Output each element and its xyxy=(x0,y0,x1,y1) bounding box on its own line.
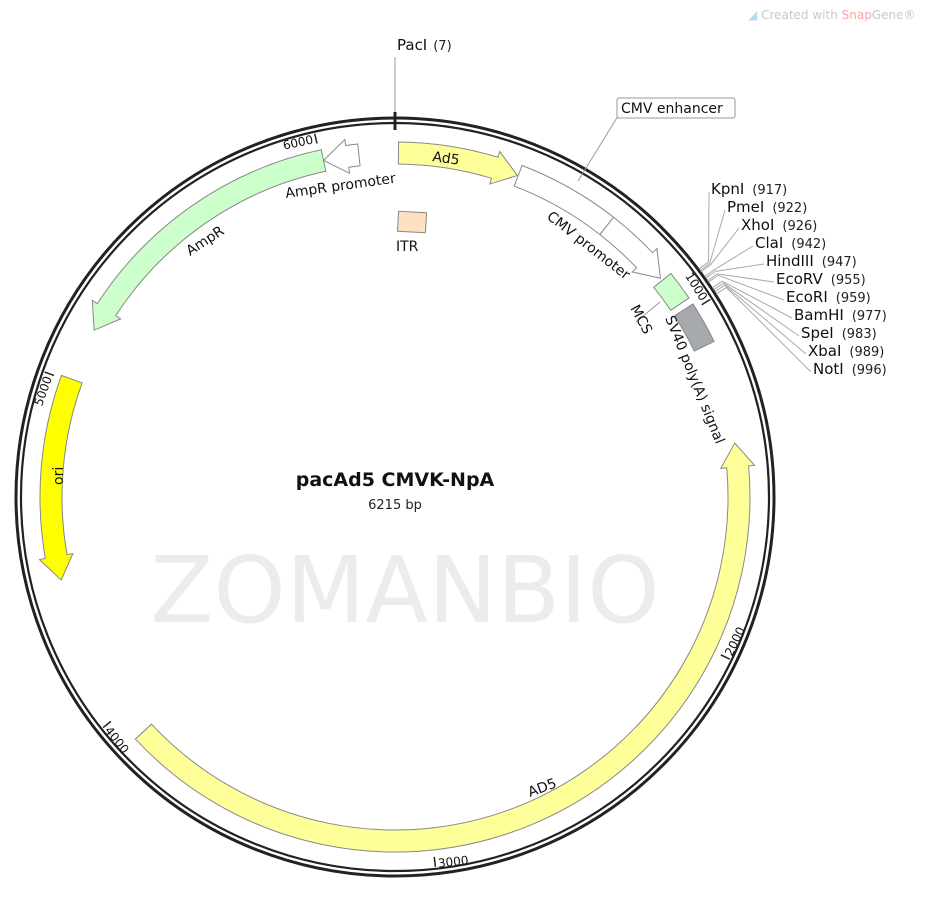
plasmid-name: pacAd5 CMVK-NpA xyxy=(296,469,495,491)
site-label-hindiii[interactable]: HindIII (947) xyxy=(766,252,857,270)
feature-cmv-promoter[interactable] xyxy=(599,216,662,279)
site-line-noti xyxy=(715,286,812,373)
tick-6000 xyxy=(314,133,318,144)
feature-ad5-right[interactable] xyxy=(134,442,756,853)
feature-sv40-polya[interactable] xyxy=(673,303,715,352)
tick-1000 xyxy=(701,298,711,306)
feature-label-ad5[interactable]: Ad5 xyxy=(431,149,460,169)
site-line-ecorv xyxy=(707,273,775,283)
site-line-hindiii xyxy=(705,263,765,279)
site-label-noti[interactable]: NotI (996) xyxy=(813,360,887,378)
feature-label-cmv-enhancer: CMV enhancer xyxy=(621,101,723,117)
feature-ad5-left[interactable] xyxy=(397,141,519,185)
plasmid-size: 6215 bp xyxy=(368,498,422,513)
tick-2000 xyxy=(720,654,731,660)
tick-3000 xyxy=(433,856,437,867)
callout-box xyxy=(616,97,736,119)
tick-label: 3000 xyxy=(437,853,469,870)
feature-label-mcs[interactable]: MCS xyxy=(626,302,655,337)
site-line-clai xyxy=(704,245,754,278)
restriction-sites: KpnI (917)PmeI (922)XhoI (926)ClaI (942)Hind… xyxy=(698,180,887,378)
feature-itr[interactable] xyxy=(396,210,428,234)
site-label-clai[interactable]: ClaI (942) xyxy=(755,234,826,252)
site-line-spei xyxy=(713,282,800,337)
site-line-xhoi xyxy=(700,227,740,273)
tick-4000 xyxy=(102,720,112,729)
snapgene-credit: ◢ Created with SnapGene® xyxy=(748,8,916,22)
tick-5000 xyxy=(44,371,55,377)
site-line-pmei xyxy=(699,209,726,271)
site-line-bamhi xyxy=(711,280,793,319)
tick-label: 6000 xyxy=(282,132,315,152)
site-label-kpni[interactable]: KpnI (917) xyxy=(711,180,787,198)
feature-ampr-promoter[interactable] xyxy=(322,138,361,175)
feature-label-itr[interactable]: ITR xyxy=(396,239,419,255)
site-label-spei[interactable]: SpeI (983) xyxy=(801,324,877,342)
snapgene-logo-icon: ◢ xyxy=(748,8,758,22)
callout-line xyxy=(577,115,619,182)
cmv-enhancer-callout[interactable]: CMV enhancer xyxy=(577,97,736,182)
site-label-bamhi[interactable]: BamHI (977) xyxy=(794,306,887,324)
site-label-ecori[interactable]: EcoRI (959) xyxy=(786,288,871,306)
site-label-paci[interactable]: PacI (7) xyxy=(397,36,452,54)
site-label-ecorv[interactable]: EcoRV (955) xyxy=(776,270,866,288)
backbone xyxy=(14,116,776,878)
feature-label-ori[interactable]: ori xyxy=(51,467,67,485)
site-label-pmei[interactable]: PmeI (922) xyxy=(727,198,807,216)
site-label-xhoi[interactable]: XhoI (926) xyxy=(741,216,817,234)
watermark: ZOMANBIO xyxy=(150,537,659,644)
tick-label: 4000 xyxy=(102,724,132,757)
site-line-kpni xyxy=(698,191,710,270)
feature-mcs[interactable] xyxy=(652,272,690,311)
feature-ampr[interactable] xyxy=(91,149,327,331)
mcs-callout-line xyxy=(635,301,661,323)
site-label-xbai[interactable]: XbaI (989) xyxy=(808,342,884,360)
backbone-outer-ring xyxy=(14,116,776,878)
backbone-inner-ring xyxy=(19,121,771,873)
site-line-ecori xyxy=(708,274,785,301)
site-line-xbai xyxy=(714,284,807,355)
feature-ori[interactable] xyxy=(38,374,83,581)
features xyxy=(38,138,756,853)
